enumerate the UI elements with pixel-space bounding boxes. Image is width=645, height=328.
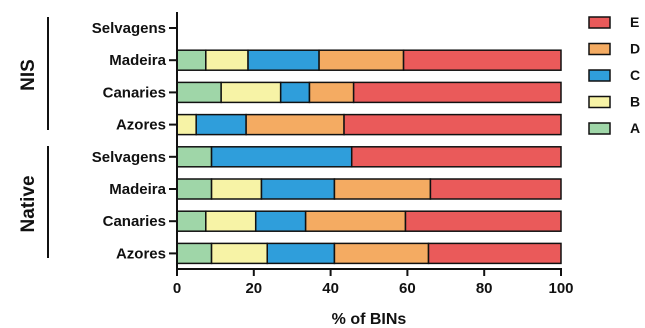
y-tick-label: Azores <box>116 117 166 134</box>
bar-nis-azores-c <box>195 113 247 136</box>
legend-swatch-e <box>588 16 611 29</box>
bar-nis-madeira-a <box>176 49 207 71</box>
y-tick-label: Madeira <box>109 52 166 69</box>
bar-native-madeira-d <box>333 178 432 200</box>
legend-label-b: B <box>630 94 640 110</box>
bar-native-azores-b <box>210 242 268 265</box>
bar-native-azores-c <box>266 242 336 265</box>
legend-swatch-c <box>588 69 611 82</box>
bar-native-azores-a <box>176 242 213 265</box>
legend-swatch-a <box>588 122 611 135</box>
bar-nis-madeira-d <box>318 49 405 71</box>
bar-nis-madeira-c <box>247 49 320 71</box>
legend-label-c: C <box>630 67 640 83</box>
group-label-nis: NIS <box>18 59 39 91</box>
y-tick-label: Canaries <box>103 213 166 230</box>
x-tick-label: 80 <box>476 280 493 297</box>
y-tick-label: Selvagens <box>92 20 166 37</box>
bar-nis-madeira-e <box>402 49 562 71</box>
bar-native-canaries-a <box>176 210 207 232</box>
bar-native-canaries-d <box>304 210 407 232</box>
bar-nis-canaries-a <box>176 81 222 104</box>
bar-native-selvagens-a <box>176 146 213 168</box>
bar-nis-azores-e <box>343 113 562 136</box>
bar-native-selvagens-c <box>210 146 353 168</box>
bar-nis-azores-d <box>245 113 345 136</box>
legend-swatch-d <box>588 42 611 56</box>
bar-nis-madeira-b <box>205 49 249 71</box>
x-tick-label: 60 <box>399 280 416 297</box>
legend-label-e: E <box>630 14 639 30</box>
bar-native-canaries-c <box>254 210 307 232</box>
x-tick-label: 20 <box>245 280 262 297</box>
bar-nis-canaries-e <box>352 81 562 104</box>
x-tick-label: 100 <box>548 280 573 297</box>
x-axis: 0 20 40 60 80 100 <box>173 268 574 297</box>
bar-native-canaries-e <box>404 210 562 232</box>
bar-nis-canaries-b <box>220 81 282 104</box>
legend-label-d: D <box>630 41 640 57</box>
bar-native-madeira-b <box>210 178 263 200</box>
group-label-native: Native <box>18 175 39 232</box>
y-tick-label: Azores <box>116 245 166 262</box>
bar-native-madeira-c <box>260 178 336 200</box>
bar-nis-canaries-d <box>308 81 355 104</box>
bar-native-azores-d <box>333 242 430 265</box>
bar-native-azores-e <box>427 242 562 265</box>
y-tick-label: Madeira <box>109 181 166 198</box>
legend-swatch-b <box>588 95 611 109</box>
bars <box>176 49 562 265</box>
group-labels: NIS Native <box>18 17 49 258</box>
x-tick-label: 40 <box>322 280 339 297</box>
bar-native-madeira-a <box>176 178 213 200</box>
bar-native-selvagens-e <box>350 146 562 168</box>
x-tick-label: 0 <box>173 280 181 297</box>
y-tick-label: Selvagens <box>92 149 166 166</box>
y-tick-label: Canaries <box>103 84 166 101</box>
bar-nis-canaries-c <box>279 81 311 104</box>
x-axis-title: % of BINs <box>332 311 407 328</box>
y-axis: Selvagens Madeira Canaries Azores Selvagens M… <box>92 12 178 269</box>
bar-nis-azores-b <box>176 113 197 136</box>
bar-native-madeira-e <box>429 178 562 200</box>
legend-label-a: A <box>630 120 640 136</box>
bar-native-canaries-b <box>205 210 257 232</box>
